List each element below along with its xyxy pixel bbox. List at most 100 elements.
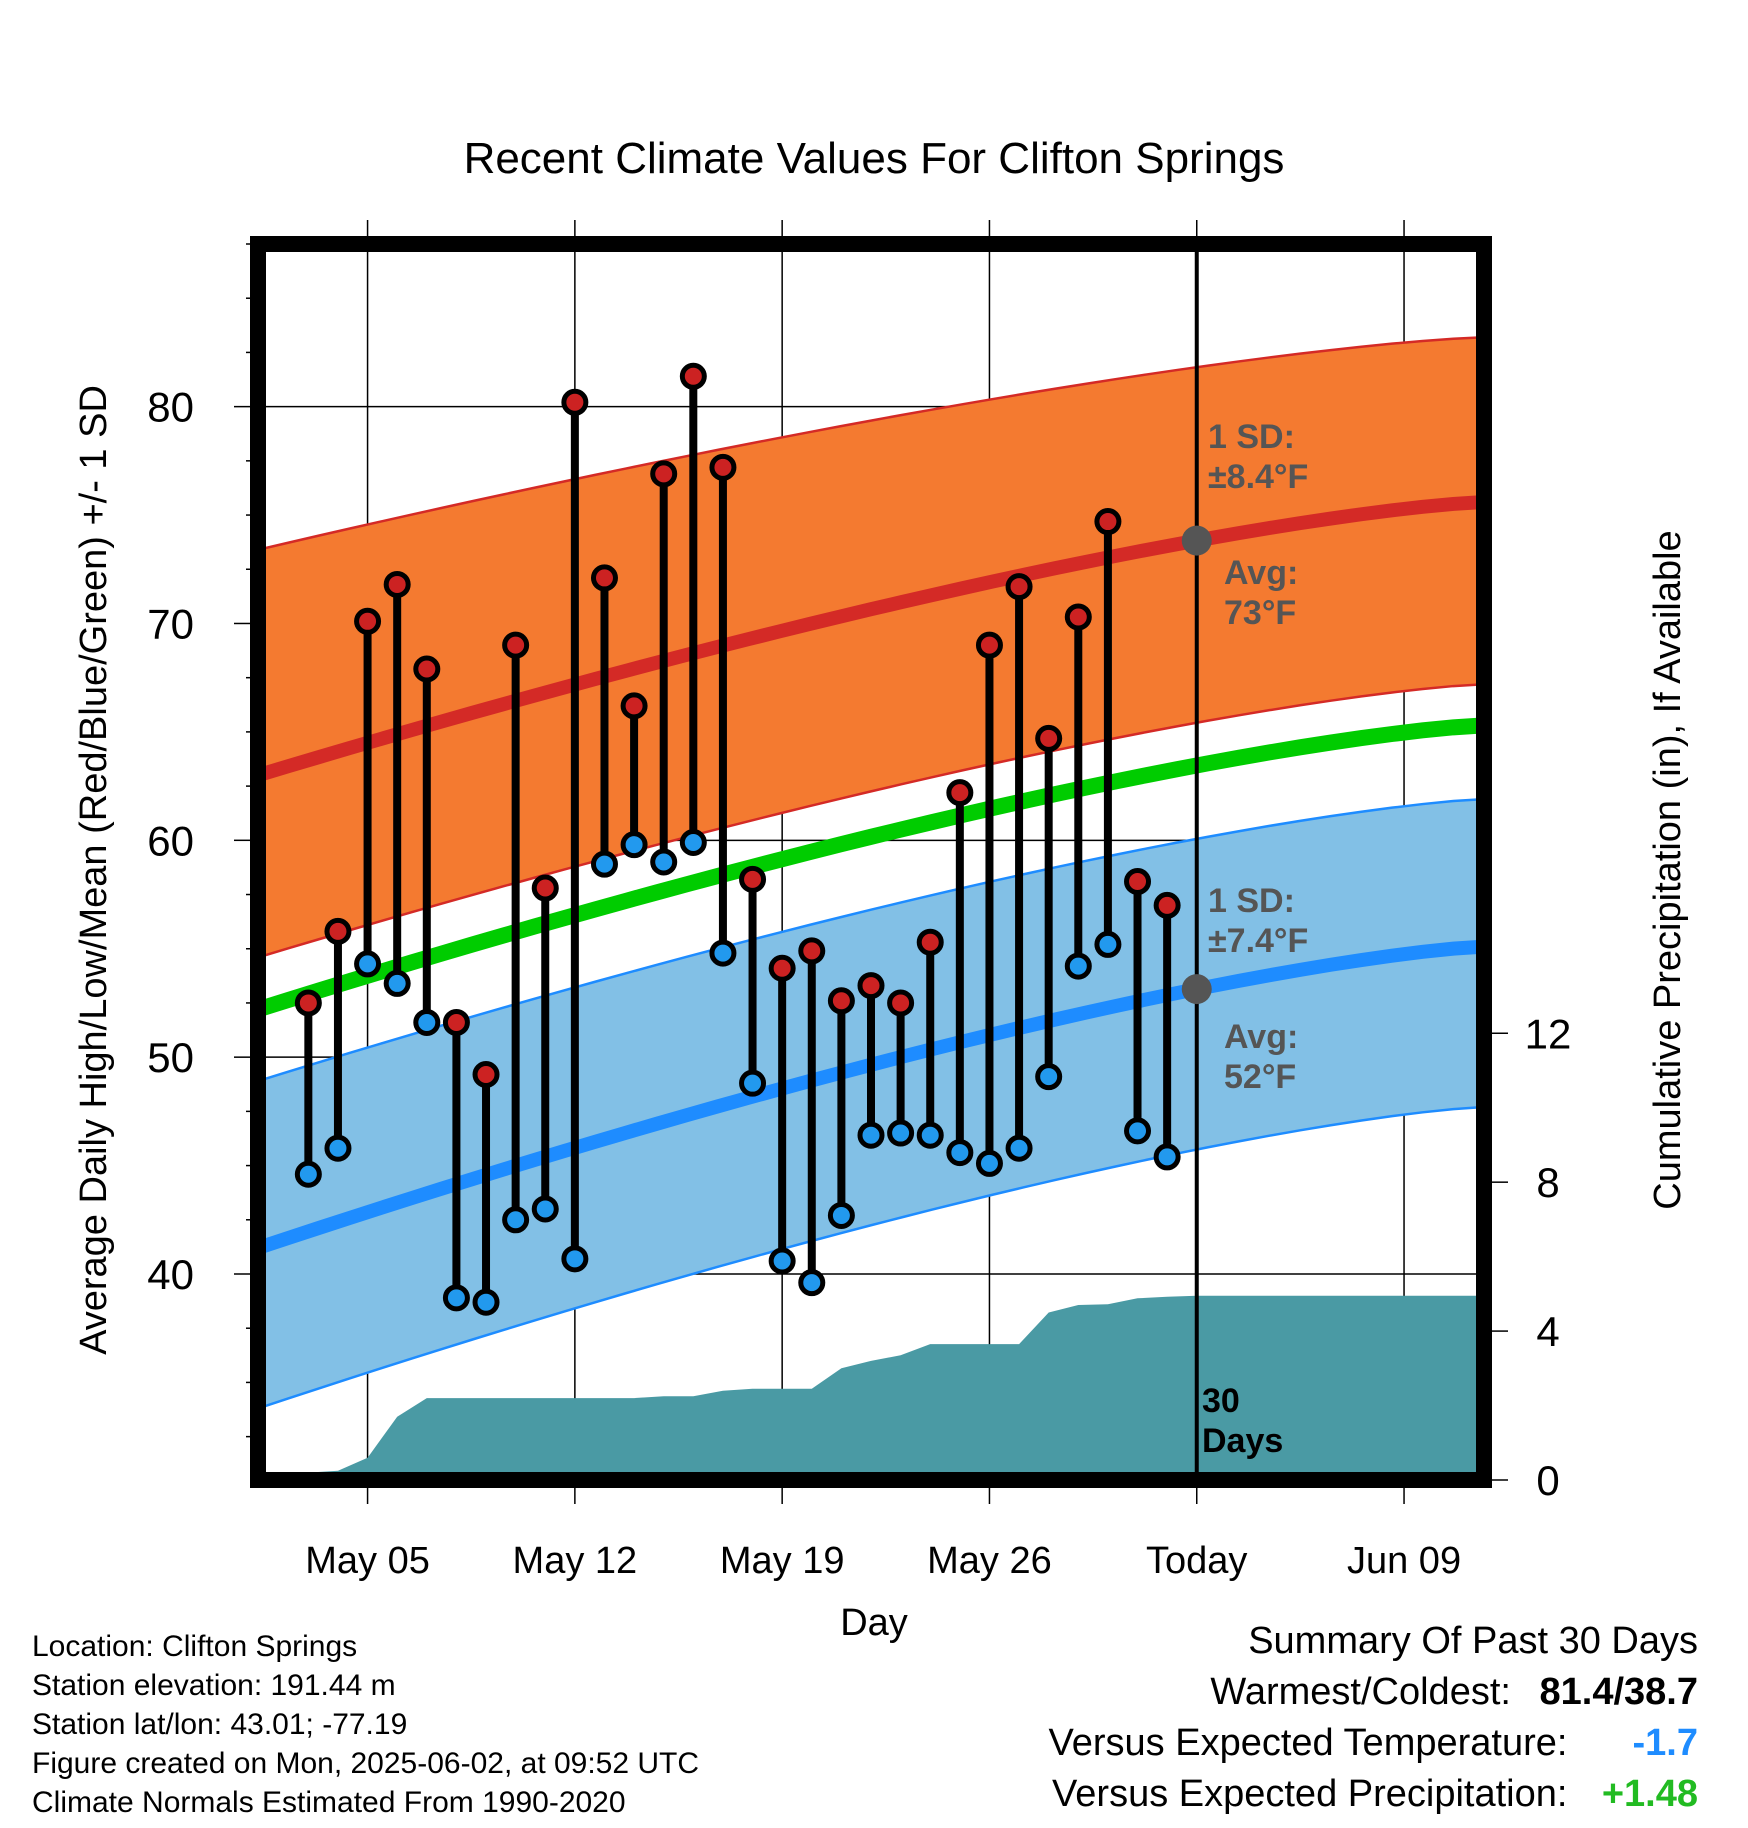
low-avg-annotation-line: Avg: (1224, 1018, 1298, 1056)
y-tick-label: 40 (147, 1251, 194, 1298)
high-marker (1124, 868, 1152, 896)
low-marker (472, 1288, 500, 1316)
low-marker (679, 828, 707, 856)
high-marker (1035, 724, 1063, 752)
location-text: Location: Clifton Springs (32, 1630, 358, 1663)
high-marker (1094, 508, 1122, 536)
high-marker (590, 564, 618, 592)
high-marker (857, 972, 885, 1000)
high-avg-annotation: Avg: 73°F (1224, 554, 1298, 632)
high-marker (561, 388, 589, 416)
y-tick-label: 50 (147, 1034, 194, 1081)
warm-cold-value: 81.4/38.7 (1539, 1671, 1698, 1713)
high-marker (620, 692, 648, 720)
y2-tick-label: 0 (1536, 1457, 1559, 1504)
low-marker (1153, 1143, 1181, 1171)
created-text: Figure created on Mon, 2025-06-02, at 09… (32, 1747, 700, 1780)
y2-axis-label: Cumulative Precipitation (in), If Availa… (1647, 530, 1689, 1209)
high-marker (1005, 573, 1033, 601)
high-marker (768, 954, 796, 982)
low-marker (324, 1134, 352, 1162)
precip-label: Versus Expected Precipitation: (1052, 1773, 1568, 1815)
low-marker (916, 1121, 944, 1149)
high-marker (827, 987, 855, 1015)
low-marker (975, 1149, 1003, 1177)
x-tick-label: Jun 09 (1347, 1540, 1461, 1582)
low-marker (294, 1160, 322, 1188)
station-info: Location: Clifton Springs Station elevat… (32, 1632, 699, 1827)
low-marker (1124, 1117, 1152, 1145)
y2-tick-label: 8 (1536, 1159, 1559, 1206)
summary-precip: Versus Expected Precipitation: +1.48 (1049, 1773, 1698, 1824)
high-marker (413, 655, 441, 683)
high-marker (502, 631, 530, 659)
y-axis-label: Average Daily High/Low/Mean (Red/Blue/Gr… (73, 385, 115, 1355)
y-tick-label: 80 (147, 384, 194, 431)
low-avg-annotation: Avg: 52°F (1224, 1018, 1298, 1096)
high-sd-annotation-line: ±8.4°F (1208, 458, 1308, 496)
high-marker (294, 989, 322, 1017)
plot-frame (250, 236, 1492, 1488)
y2-tick-label: 12 (1525, 1010, 1572, 1057)
low-marker (798, 1269, 826, 1297)
today-low-avg-point (1181, 974, 1212, 1005)
temp-label: Versus Expected Temperature: (1048, 1722, 1568, 1764)
high-avg-annotation-line: 73°F (1224, 594, 1296, 632)
x-axis-label: Day (840, 1602, 908, 1644)
high-marker (798, 937, 826, 965)
today-window-label-line: Days (1202, 1422, 1283, 1460)
warm-cold-label: Warmest/Coldest: (1210, 1671, 1511, 1713)
x-tick-label: May 05 (305, 1540, 430, 1582)
low-marker (531, 1195, 559, 1223)
precip-area (278, 1295, 1484, 1480)
high-marker (650, 460, 678, 488)
y2-tick-label: 4 (1536, 1308, 1559, 1355)
low-sd-annotation-line: ±7.4°F (1208, 922, 1308, 960)
high-marker (739, 865, 767, 893)
high-sd-band-edge (258, 335, 1484, 551)
low-sd-annotation-line: 1 SD: (1208, 882, 1295, 920)
x-tick-label: May 26 (927, 1540, 1052, 1582)
x-tick-label: May 19 (720, 1540, 845, 1582)
high-sd-band (258, 337, 1484, 958)
normals-text: Climate Normals Estimated From 1990-2020 (32, 1786, 626, 1819)
low-marker (442, 1284, 470, 1312)
low-sd-annotation: 1 SD: ±7.4°F (1208, 882, 1308, 960)
plot-content (258, 244, 1484, 1480)
high-marker (679, 362, 707, 390)
latlon-text: Station lat/lon: 43.01; -77.19 (32, 1708, 408, 1741)
low-marker (768, 1247, 796, 1275)
high-marker (946, 779, 974, 807)
y-tick-label: 60 (147, 817, 194, 864)
high-sd-annotation-line: 1 SD: (1208, 418, 1295, 456)
low-marker (590, 850, 618, 878)
low-sd-band-edge (258, 1105, 1484, 1410)
high-marker (709, 453, 737, 481)
high-marker (1153, 891, 1181, 919)
high-marker (887, 989, 915, 1017)
precip-value: +1.48 (1601, 1773, 1698, 1815)
low-marker (1035, 1063, 1063, 1091)
chart-title: Recent Climate Values For Clifton Spring… (464, 134, 1285, 183)
elevation-text: Station elevation: 191.44 m (32, 1669, 396, 1702)
x-tick-label: Today (1146, 1540, 1247, 1582)
low-marker (739, 1069, 767, 1097)
low-marker (1064, 952, 1092, 980)
y-tick-label: 70 (147, 600, 194, 647)
low-marker (709, 939, 737, 967)
low-marker (650, 848, 678, 876)
high-sd-band-edge (258, 682, 1484, 959)
low-marker (1005, 1134, 1033, 1162)
summary-heading: Summary Of Past 30 Days (1248, 1620, 1698, 1662)
low-marker (561, 1245, 589, 1273)
low-marker (383, 969, 411, 997)
high-marker (383, 570, 411, 598)
summary-warm-cold: Warmest/Coldest: 81.4/38.7 (1049, 1671, 1698, 1722)
high-marker (531, 874, 559, 902)
summary-panel: Summary Of Past 30 Days Warmest/Coldest:… (1049, 1620, 1698, 1824)
low-avg-annotation-line: 52°F (1224, 1058, 1296, 1096)
today-window-label: 30 Days (1202, 1382, 1283, 1460)
summary-temp: Versus Expected Temperature: -1.7 (1049, 1722, 1698, 1773)
